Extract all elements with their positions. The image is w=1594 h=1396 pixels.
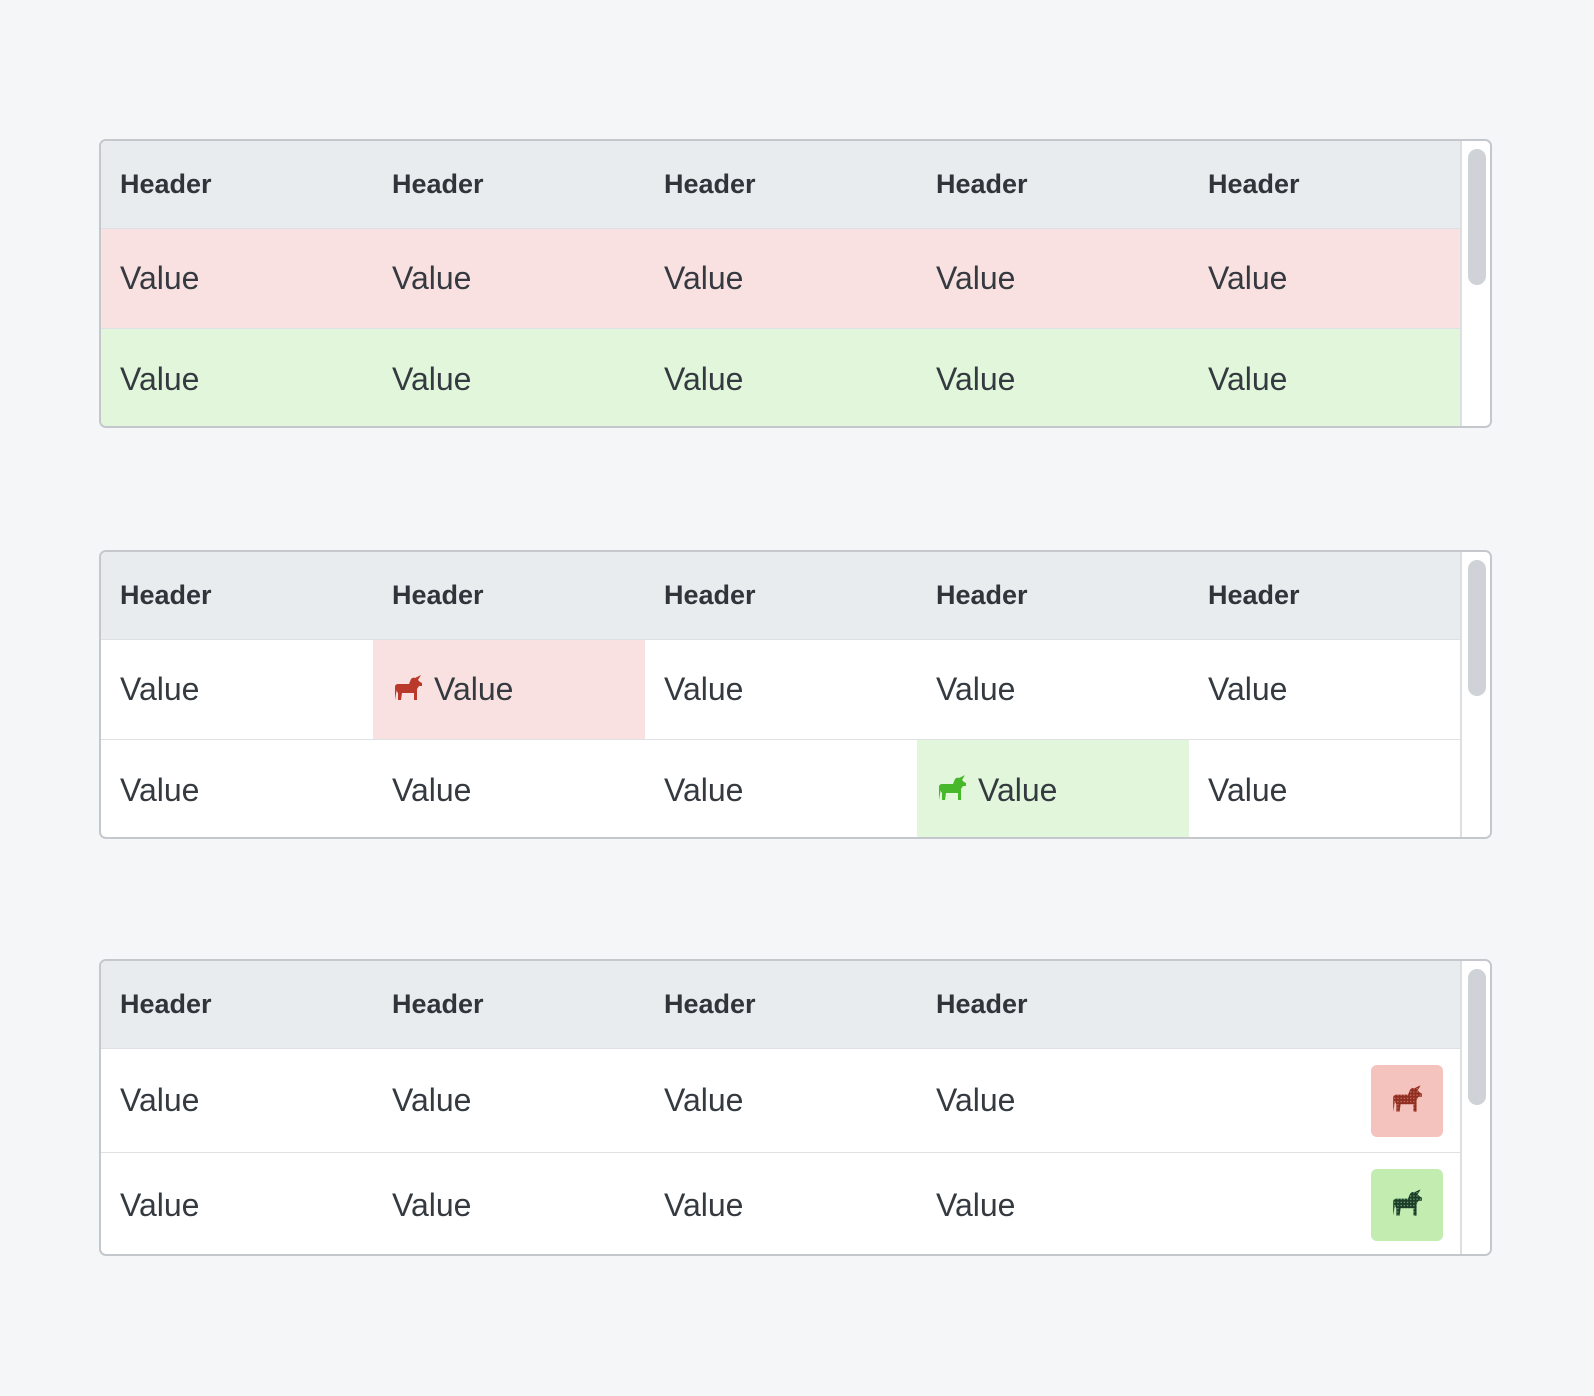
table-cell: Value — [392, 771, 472, 808]
table-row[interactable]: Value Value Value Value — [101, 1049, 1463, 1153]
scrollbar-thumb[interactable] — [1468, 149, 1486, 285]
table-cell: Value — [1208, 260, 1288, 296]
unicorn-icon — [395, 674, 422, 700]
column-header[interactable]: Header — [120, 580, 212, 610]
column-header[interactable]: Header — [392, 989, 484, 1019]
table-header-row: Header Header Header Header — [101, 961, 1463, 1049]
table-cell: Value — [392, 1186, 472, 1223]
column-header[interactable]: Header — [1208, 580, 1300, 610]
table-grid: Header Header Header Header Header Value… — [101, 141, 1463, 426]
column-header[interactable]: Header — [120, 989, 212, 1019]
table-cell: Value — [120, 260, 200, 296]
table-cell-success: Value — [917, 740, 1189, 837]
table-cell: Value — [664, 360, 744, 397]
table-cell: Value — [392, 360, 472, 397]
scrollbar-thumb[interactable] — [1468, 969, 1486, 1105]
unicorn-icon — [1393, 1084, 1422, 1112]
table-cell: Value — [664, 771, 744, 808]
table-cell: Value — [392, 1082, 472, 1118]
column-header[interactable]: Header — [1208, 169, 1300, 199]
table-grid: Header Header Header Header Value Value … — [101, 961, 1463, 1254]
table-row[interactable]: Value Value Value Value Value — [101, 640, 1463, 740]
action-column-header — [1189, 961, 1463, 1048]
cell-value: Value — [434, 671, 514, 707]
table-cell: Value — [664, 671, 744, 707]
table-cell: Value — [1208, 771, 1288, 808]
success-action-button[interactable] — [1371, 1169, 1443, 1241]
action-cell — [1189, 1049, 1463, 1152]
table-header-row: Header Header Header Header Header — [101, 141, 1463, 229]
column-header[interactable]: Header — [936, 169, 1028, 199]
table-header-row: Header Header Header Header Header — [101, 552, 1463, 640]
table-cell: Value — [936, 1082, 1016, 1118]
column-header[interactable]: Header — [120, 169, 212, 199]
table-cell: Value — [936, 360, 1016, 397]
error-action-button[interactable] — [1371, 1064, 1443, 1137]
table-cell: Value — [120, 1082, 200, 1118]
table-cell: Value — [120, 360, 200, 397]
column-header[interactable]: Header — [664, 580, 756, 610]
table-cell: Value — [120, 1186, 200, 1223]
column-header[interactable]: Header — [664, 169, 756, 199]
scrollbar-thumb[interactable] — [1468, 560, 1486, 696]
column-header[interactable]: Header — [936, 580, 1028, 610]
table-cell: Value — [664, 260, 744, 296]
vertical-scrollbar[interactable] — [1460, 552, 1490, 837]
table-cell: Value — [120, 671, 200, 707]
cell-value: Value — [978, 771, 1058, 808]
unicorn-icon — [939, 775, 966, 800]
column-header[interactable]: Header — [392, 169, 484, 199]
table-row-success[interactable]: Value Value Value Value Value — [101, 329, 1463, 426]
status-action-table: Header Header Header Header Value Value … — [99, 959, 1492, 1256]
table-cell: Value — [664, 1082, 744, 1118]
table-row-error[interactable]: Value Value Value Value Value — [101, 229, 1463, 329]
vertical-scrollbar[interactable] — [1460, 141, 1490, 426]
column-header[interactable]: Header — [664, 989, 756, 1019]
table-cell: Value — [392, 260, 472, 296]
status-cell-table: Header Header Header Header Header Value… — [99, 550, 1492, 839]
table-cell: Value — [120, 771, 200, 808]
status-row-table: Header Header Header Header Header Value… — [99, 139, 1492, 428]
unicorn-icon — [1393, 1189, 1422, 1216]
table-grid: Header Header Header Header Header Value… — [101, 552, 1463, 837]
table-cell-error: Value — [373, 640, 645, 739]
table-cell: Value — [664, 1186, 744, 1223]
column-header[interactable]: Header — [392, 580, 484, 610]
table-cell: Value — [1208, 671, 1288, 707]
table-row[interactable]: Value Value Value Value — [101, 1153, 1463, 1254]
table-cell: Value — [1208, 360, 1288, 397]
action-cell — [1189, 1153, 1463, 1254]
table-cell: Value — [936, 1186, 1016, 1223]
vertical-scrollbar[interactable] — [1460, 961, 1490, 1254]
table-cell: Value — [936, 671, 1016, 707]
column-header[interactable]: Header — [936, 989, 1028, 1019]
table-cell: Value — [936, 260, 1016, 296]
table-row[interactable]: Value Value Value Value Value — [101, 740, 1463, 837]
